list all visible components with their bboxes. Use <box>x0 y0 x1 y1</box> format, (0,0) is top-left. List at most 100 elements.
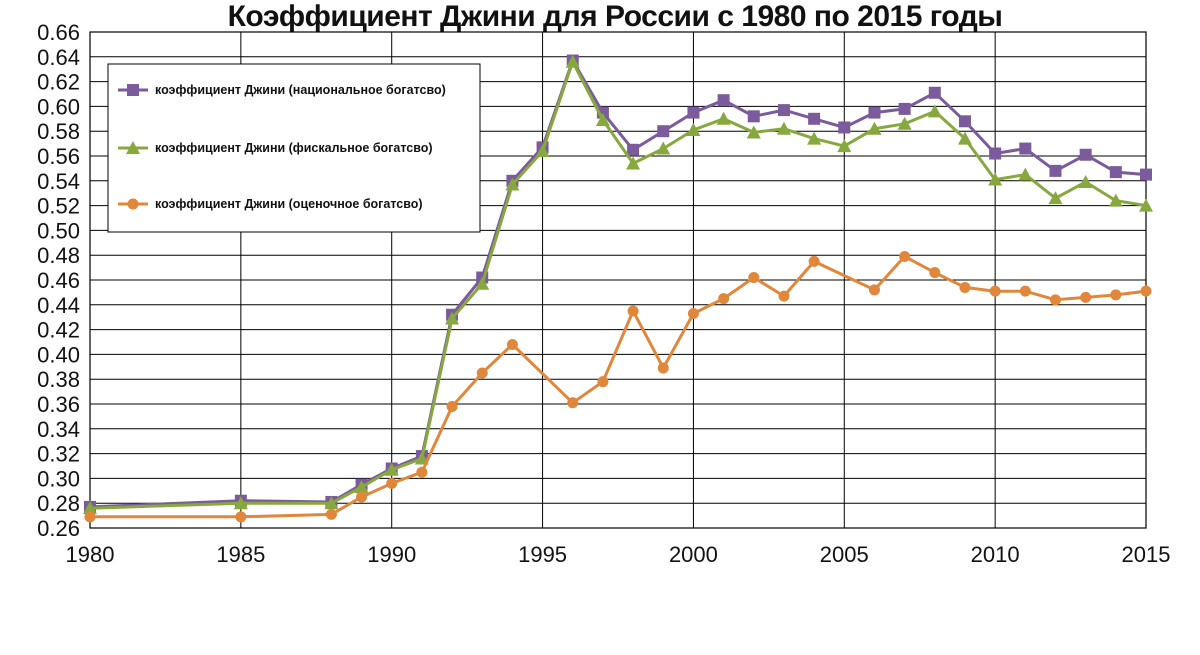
legend-marker <box>127 84 139 96</box>
data-point <box>1108 193 1123 207</box>
data-point <box>356 491 368 503</box>
data-point <box>868 284 880 296</box>
data-point <box>716 111 731 125</box>
y-tick-label: 0.36 <box>37 392 80 417</box>
data-point <box>717 94 730 107</box>
data-point <box>958 115 971 128</box>
data-point <box>808 112 821 125</box>
legend-marker <box>127 198 139 210</box>
data-point <box>595 113 610 127</box>
x-tick-label: 1980 <box>66 542 115 567</box>
data-point <box>627 305 639 317</box>
data-point <box>84 511 96 523</box>
data-point <box>957 131 972 145</box>
series-layer <box>83 54 1153 523</box>
data-point <box>1019 285 1031 297</box>
data-point <box>718 293 730 305</box>
x-tick-label: 1985 <box>216 542 265 567</box>
y-tick-label: 0.64 <box>37 45 80 70</box>
data-point <box>748 272 760 284</box>
data-point <box>565 54 580 68</box>
x-tick-label: 1990 <box>367 542 416 567</box>
data-point <box>1019 142 1032 155</box>
data-point <box>989 285 1001 297</box>
y-tick-label: 0.38 <box>37 367 80 392</box>
data-point <box>233 496 248 510</box>
data-point <box>778 290 790 302</box>
data-point <box>838 121 851 134</box>
y-tick-label: 0.46 <box>37 268 80 293</box>
data-point <box>505 177 520 191</box>
legend: коэффициент Джини (национальное богатсво… <box>107 63 481 233</box>
data-point <box>325 508 337 520</box>
data-point <box>384 462 399 476</box>
chart-title: Коэффициент Джини для России с 1980 по 2… <box>227 0 1003 33</box>
y-tick-label: 0.30 <box>37 466 80 491</box>
data-point <box>83 501 97 515</box>
data-point <box>1110 289 1122 301</box>
series-line <box>90 254 1147 519</box>
data-point <box>1018 167 1033 181</box>
legend-label: коэффициент Джини (национальное богатсво… <box>155 83 446 97</box>
data-point <box>868 106 881 119</box>
y-tick-label: 0.66 <box>37 20 80 45</box>
data-point <box>898 102 911 115</box>
data-point <box>657 362 669 374</box>
data-point <box>1049 294 1061 306</box>
y-tick-label: 0.32 <box>37 442 80 467</box>
data-point <box>1140 168 1152 181</box>
data-point <box>959 281 971 293</box>
data-point <box>989 147 1002 160</box>
data-point <box>324 496 339 510</box>
y-tick-label: 0.44 <box>37 293 80 318</box>
data-point <box>777 104 790 117</box>
x-tick-label: 1995 <box>518 542 567 567</box>
data-point <box>354 480 369 494</box>
x-tick-label: 2005 <box>820 542 869 567</box>
data-point <box>597 376 609 388</box>
data-point <box>506 338 518 350</box>
y-tick-label: 0.60 <box>37 94 80 119</box>
data-point <box>899 250 911 262</box>
data-point <box>656 141 671 155</box>
data-point <box>1049 164 1062 177</box>
legend-box <box>107 63 481 233</box>
y-tick-label: 0.58 <box>37 119 80 144</box>
series-2 <box>84 250 1152 523</box>
data-point <box>776 121 791 135</box>
series-1 <box>83 54 1153 515</box>
data-point <box>476 367 488 379</box>
legend-label: коэффициент Джини (фискальное богатсво) <box>155 141 433 155</box>
data-point <box>235 511 247 523</box>
series-line <box>89 60 1147 510</box>
data-point <box>446 400 458 412</box>
data-point <box>687 106 700 119</box>
data-point <box>567 397 579 409</box>
legend-label: коэффициент Джини (оценочное богатсво) <box>155 197 423 211</box>
data-point <box>687 307 699 319</box>
data-point <box>1048 191 1063 205</box>
data-point <box>927 104 942 118</box>
y-tick-label: 0.54 <box>37 169 80 194</box>
data-point <box>686 122 701 136</box>
data-point <box>1140 285 1152 297</box>
data-point <box>867 121 882 135</box>
tick-labels: 0.260.280.300.320.340.360.380.400.420.44… <box>37 20 1170 567</box>
data-point <box>1079 148 1092 161</box>
data-point <box>988 172 1003 186</box>
data-point <box>657 125 670 138</box>
y-tick-label: 0.42 <box>37 318 80 343</box>
legend-entry: коэффициент Джини (оценочное богатсво) <box>118 197 423 211</box>
data-point <box>475 276 490 290</box>
data-point <box>746 125 761 139</box>
y-tick-label: 0.50 <box>37 218 80 243</box>
y-tick-label: 0.52 <box>37 194 80 219</box>
data-point <box>1078 175 1093 189</box>
x-tick-label: 2010 <box>971 542 1020 567</box>
x-tick-label: 2000 <box>669 542 718 567</box>
data-point <box>837 139 852 153</box>
data-point <box>1139 198 1153 212</box>
y-tick-label: 0.48 <box>37 243 80 268</box>
data-point <box>897 116 912 130</box>
data-point <box>626 156 641 170</box>
